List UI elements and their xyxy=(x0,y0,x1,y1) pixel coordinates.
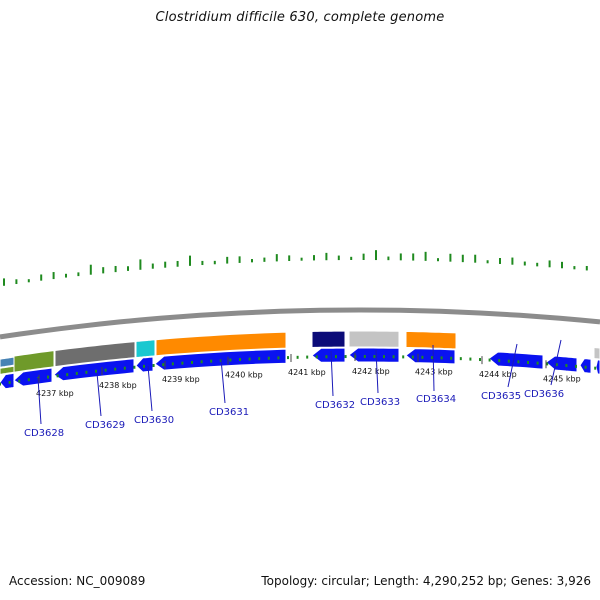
gene-label-leader xyxy=(220,358,226,404)
cog-category-block xyxy=(0,356,15,368)
cog-category-block xyxy=(155,331,287,357)
genome-backbone xyxy=(0,307,600,340)
cog-category-block xyxy=(135,339,156,359)
cog-category-block xyxy=(593,347,600,360)
gene-label-leader xyxy=(330,350,334,397)
scale-tick-label: 4240 kbp xyxy=(225,371,263,380)
gene-label-leader xyxy=(432,344,435,392)
gene-label: CD3633 xyxy=(360,397,400,408)
scale-tick-label: 4245 kbp xyxy=(543,374,581,383)
scale-tick-label: 4239 kbp xyxy=(162,375,200,384)
scale-tick-label: 4238 kbp xyxy=(99,381,137,390)
gene-label: CD3632 xyxy=(315,400,355,411)
scale-tick-label: 4241 kbp xyxy=(288,368,326,377)
gene-label: CD3629 xyxy=(85,420,125,431)
cog-category-block xyxy=(311,330,346,349)
gene-labels: CD3628 CD3629 CD3630 CD3631 CD3632 CD3633 CD36… xyxy=(24,339,564,439)
gene-label-leader xyxy=(37,377,42,425)
genome-title: Clostridium difficile 630, complete geno… xyxy=(155,10,445,25)
gene-label-leader xyxy=(147,365,153,412)
backbone-line xyxy=(0,307,600,340)
cog-category-block xyxy=(405,330,457,350)
forward-gene-arrow xyxy=(0,372,15,390)
gene-label: CD3636 xyxy=(524,389,564,400)
gene-label: CD3635 xyxy=(481,391,521,402)
gene-label: CD3630 xyxy=(134,415,174,426)
cog-category-track xyxy=(0,330,600,375)
gene-label: CD3628 xyxy=(24,428,64,439)
gene-label-leader xyxy=(550,339,562,386)
gene-label-leader xyxy=(96,372,102,417)
forward-gene-arrow xyxy=(488,351,544,370)
accession-text: Accession: NC_009089 xyxy=(9,574,146,588)
cog-category-block xyxy=(54,341,136,368)
cog-category-block xyxy=(348,330,400,348)
gene-label: CD3634 xyxy=(416,394,456,405)
cog-category-block xyxy=(13,350,55,373)
gene-label-leader xyxy=(375,349,379,394)
scale-tick-label: 4244 kbp xyxy=(479,370,517,379)
forward-gene-arrow xyxy=(545,355,578,373)
scale-tick-label: 4237 kbp xyxy=(36,389,74,398)
scale-tick-label: 4242 kbp xyxy=(352,367,390,376)
gene-label: CD3631 xyxy=(209,407,249,418)
forward-gene-arrow xyxy=(595,359,600,375)
forward-gene-arrow xyxy=(135,356,154,373)
gene-label-leader xyxy=(507,343,518,388)
gc-content-ticks xyxy=(3,250,588,286)
genome-summary-text: Topology: circular; Length: 4,290,252 bp… xyxy=(261,574,591,588)
forward-gene-arrow xyxy=(311,347,346,363)
forward-gene-arrow xyxy=(13,367,53,387)
